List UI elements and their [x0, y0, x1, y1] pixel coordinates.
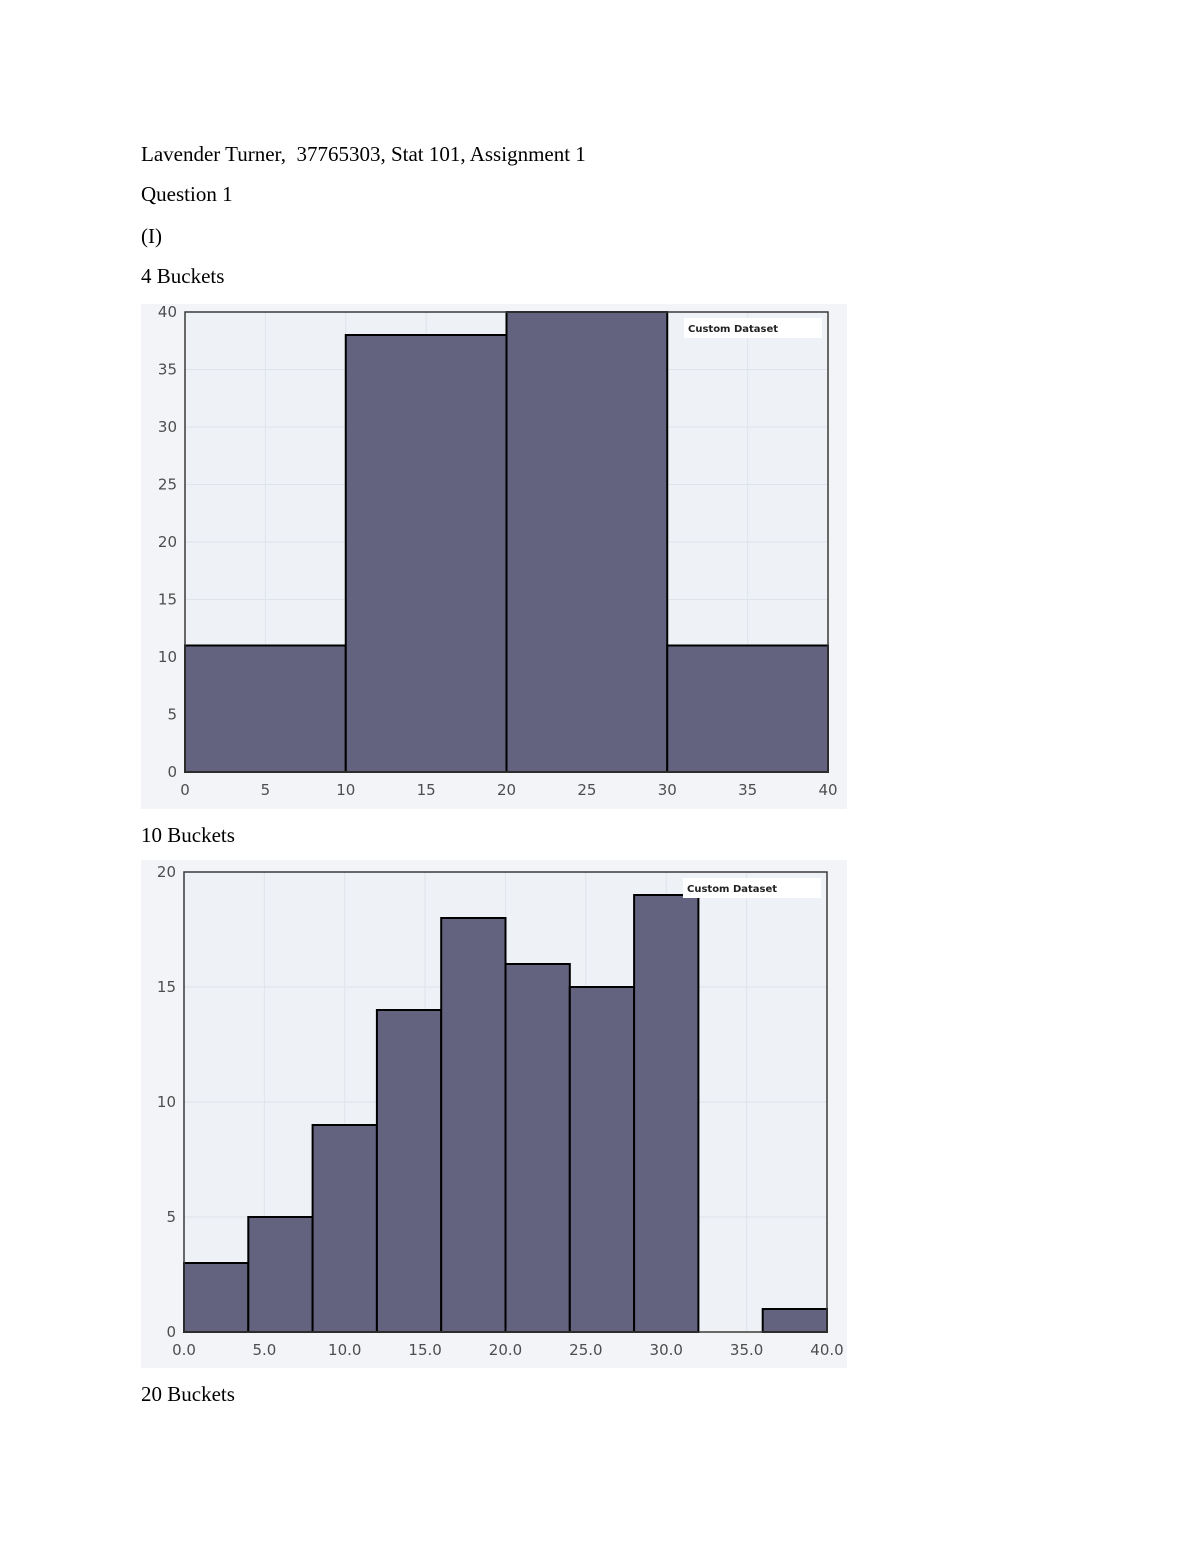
histogram-bar [183, 1262, 250, 1333]
question-title: Question 1 [141, 182, 233, 206]
y-tick-label: 5 [167, 706, 177, 724]
x-tick-label: 35 [738, 781, 757, 799]
x-tick-label: 40 [818, 781, 837, 799]
y-tick-label: 35 [158, 361, 177, 379]
y-tick-label: 40 [158, 304, 177, 321]
x-tick-label: 20 [497, 781, 516, 799]
histogram-bar [568, 986, 636, 1333]
histogram-bar [666, 644, 829, 773]
part-label: (I) [141, 224, 162, 248]
histogram-bar [375, 1009, 443, 1333]
x-tick-label: 15 [417, 781, 436, 799]
histogram-bar [505, 311, 669, 773]
section-heading-20-buckets: 20 Buckets [141, 1382, 235, 1406]
y-tick-label: 5 [166, 1208, 176, 1226]
histogram-bar [633, 894, 700, 1333]
y-tick-label: 10 [158, 648, 177, 666]
y-tick-label: 0 [167, 763, 177, 781]
x-tick-label: 10 [336, 781, 355, 799]
legend-label: Custom Dataset [687, 884, 777, 895]
x-tick-label: 35.0 [730, 1341, 763, 1359]
plot-frame [183, 871, 828, 1333]
x-tick-label: 10.0 [328, 1341, 361, 1359]
y-tick-label: 25 [158, 476, 177, 494]
plot-frame [184, 311, 829, 773]
x-tick-label: 5 [261, 781, 271, 799]
y-tick-label: 15 [158, 591, 177, 609]
y-tick-label: 30 [158, 418, 177, 436]
document-header: Lavender Turner, 37765303, Stat 101, Ass… [141, 142, 586, 166]
y-tick-label: 10 [157, 1093, 176, 1111]
y-tick-label: 20 [157, 863, 176, 881]
x-tick-label: 0 [180, 781, 190, 799]
chart-legend: Custom Dataset [683, 878, 821, 898]
chart-legend: Custom Dataset [684, 318, 822, 338]
x-tick-label: 30 [658, 781, 677, 799]
y-tick-label: 0 [166, 1323, 176, 1341]
x-tick-label: 0.0 [172, 1341, 196, 1359]
x-tick-label: 40.0 [810, 1341, 843, 1359]
x-tick-label: 20.0 [489, 1341, 522, 1359]
legend-label: Custom Dataset [688, 324, 778, 335]
legend-box [684, 318, 822, 338]
legend-box [683, 878, 821, 898]
histogram-4-buckets-svg: Custom Dataset 0 5 10 15 20 25 30 35 40 0 5 10 15 20 25… [141, 304, 847, 809]
histogram-bar [344, 334, 508, 773]
histogram-bar [440, 917, 507, 1333]
histogram-bar [504, 963, 571, 1333]
section-heading-10-buckets: 10 Buckets [141, 823, 235, 847]
histogram-10-buckets-svg: Custom Dataset 0.0 5.0 10.0 15.0 20.0 25.0 30.0… [141, 860, 847, 1368]
histogram-bar [247, 1216, 314, 1333]
histogram-bar [311, 1124, 378, 1333]
y-tick-label: 15 [157, 978, 176, 996]
x-tick-label: 25 [577, 781, 596, 799]
x-tick-label: 30.0 [650, 1341, 683, 1359]
x-tick-label: 5.0 [252, 1341, 276, 1359]
histogram-10-buckets: Custom Dataset 0.0 5.0 10.0 15.0 20.0 25.0 30.0… [141, 860, 847, 1368]
x-tick-label: 15.0 [408, 1341, 441, 1359]
histogram-bar [184, 644, 347, 773]
histogram-bar [761, 1308, 829, 1333]
section-heading-4-buckets: 4 Buckets [141, 264, 225, 288]
x-tick-label: 25.0 [569, 1341, 602, 1359]
y-tick-label: 20 [158, 533, 177, 551]
histogram-4-buckets: Custom Dataset 0 5 10 15 20 25 30 35 40 0 5 10 15 20 25… [141, 304, 847, 809]
